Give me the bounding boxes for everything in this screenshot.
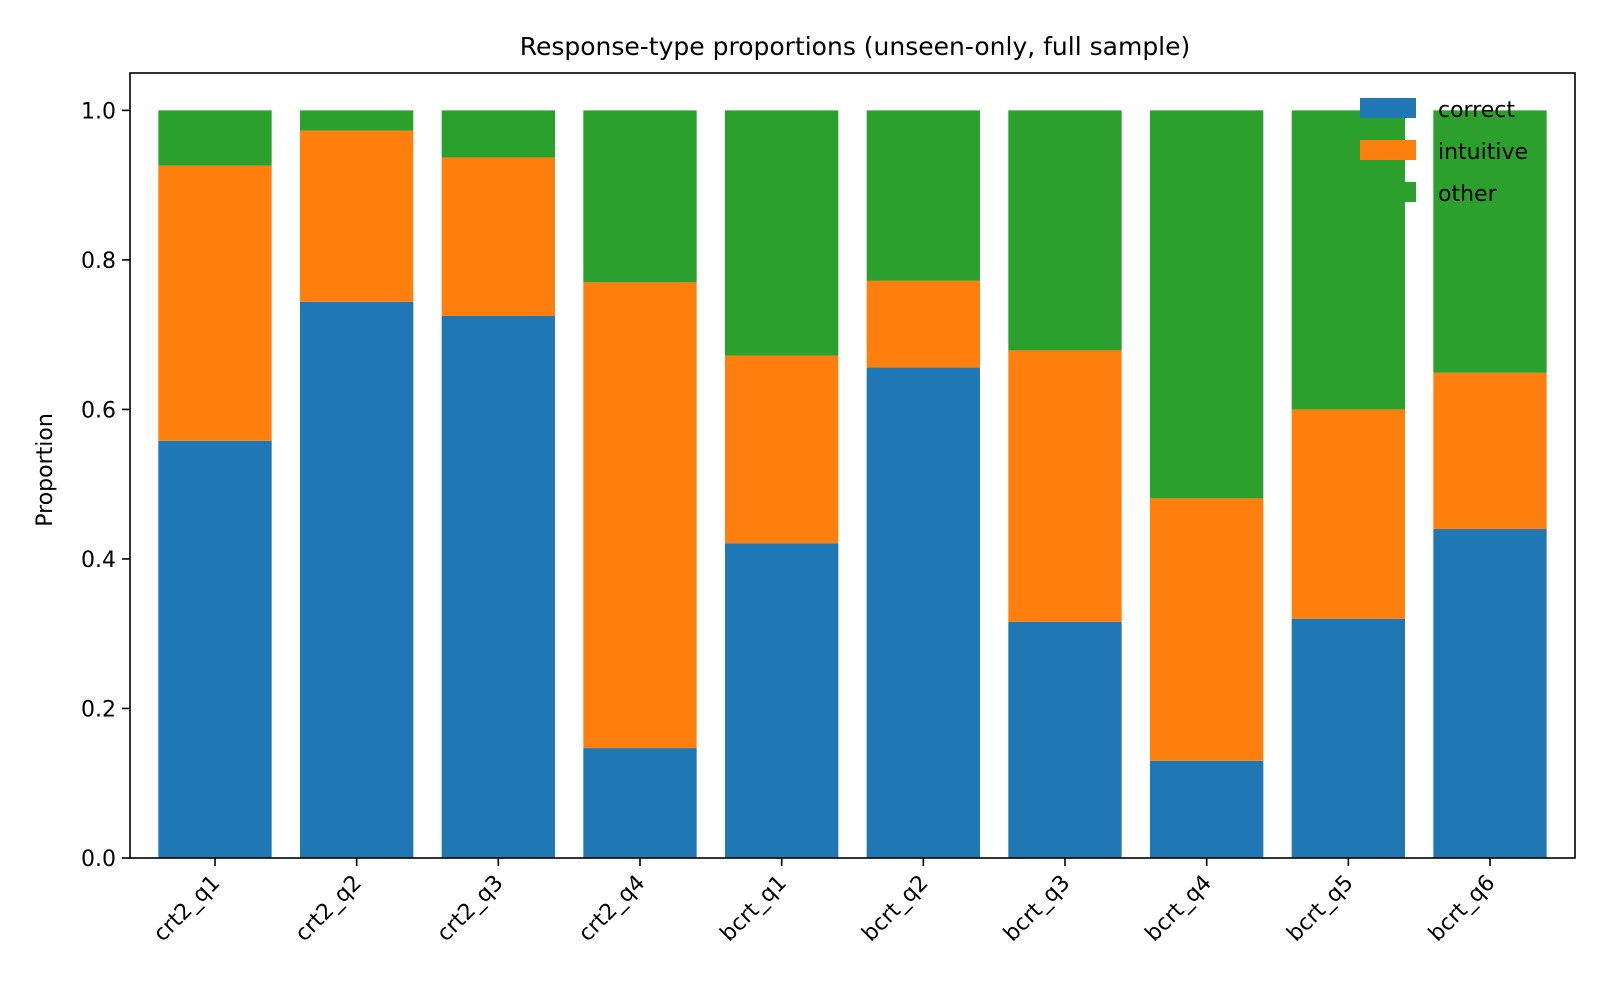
bar-other-bcrt_q3 bbox=[1008, 110, 1122, 351]
bar-correct-bcrt_q1 bbox=[725, 543, 839, 858]
bar-correct-bcrt_q5 bbox=[1291, 618, 1405, 858]
legend-label-intuitive: intuitive bbox=[1438, 140, 1528, 165]
y-tick-label: 1.0 bbox=[81, 99, 116, 124]
bar-other-bcrt_q6 bbox=[1433, 110, 1547, 373]
bar-other-bcrt_q5 bbox=[1291, 110, 1405, 410]
legend-swatch-intuitive bbox=[1360, 140, 1416, 160]
y-tick-label: 0.6 bbox=[81, 398, 116, 423]
bar-intuitive-bcrt_q6 bbox=[1433, 372, 1547, 530]
legend: correct intuitive other bbox=[1360, 98, 1528, 207]
bar-intuitive-bcrt_q4 bbox=[1150, 498, 1264, 761]
bar-intuitive-bcrt_q5 bbox=[1291, 409, 1405, 619]
legend-swatch-other bbox=[1360, 182, 1416, 202]
chart-title: Response-type proportions (unseen-only, … bbox=[520, 32, 1191, 61]
y-tick-label: 0.8 bbox=[81, 249, 116, 274]
y-axis-label: Proportion bbox=[33, 413, 58, 527]
bar-intuitive-crt2_q1 bbox=[158, 165, 272, 441]
bar-correct-bcrt_q2 bbox=[866, 367, 980, 858]
bars-layer bbox=[158, 110, 1547, 859]
bar-correct-bcrt_q6 bbox=[1433, 529, 1547, 858]
bar-intuitive-crt2_q4 bbox=[583, 282, 697, 749]
y-tick-label: 0.2 bbox=[81, 697, 116, 722]
bar-intuitive-bcrt_q2 bbox=[866, 280, 980, 368]
bar-correct-crt2_q1 bbox=[158, 440, 272, 858]
bar-correct-crt2_q4 bbox=[583, 748, 697, 858]
bar-correct-crt2_q2 bbox=[300, 301, 414, 858]
legend-label-correct: correct bbox=[1438, 98, 1515, 123]
bar-correct-bcrt_q3 bbox=[1008, 621, 1122, 858]
y-tick-label: 0.0 bbox=[81, 847, 116, 872]
plot-frame bbox=[129, 72, 1576, 859]
y-tick-label: 0.4 bbox=[81, 548, 116, 573]
bar-other-bcrt_q1 bbox=[725, 110, 839, 356]
legend-label-other: other bbox=[1438, 182, 1498, 207]
bar-other-crt2_q2 bbox=[300, 110, 414, 131]
bar-other-bcrt_q4 bbox=[1150, 110, 1264, 499]
bar-other-crt2_q1 bbox=[158, 110, 272, 166]
legend-swatch-correct bbox=[1360, 98, 1416, 118]
bar-other-crt2_q4 bbox=[583, 110, 697, 283]
bar-other-crt2_q3 bbox=[441, 110, 555, 158]
bar-other-bcrt_q2 bbox=[866, 110, 980, 281]
bar-intuitive-bcrt_q1 bbox=[725, 355, 839, 544]
bar-intuitive-crt2_q2 bbox=[300, 130, 414, 302]
bar-correct-crt2_q3 bbox=[441, 315, 555, 859]
bar-intuitive-bcrt_q3 bbox=[1008, 350, 1122, 622]
bar-intuitive-crt2_q3 bbox=[441, 157, 555, 316]
bar-correct-bcrt_q4 bbox=[1150, 760, 1264, 858]
